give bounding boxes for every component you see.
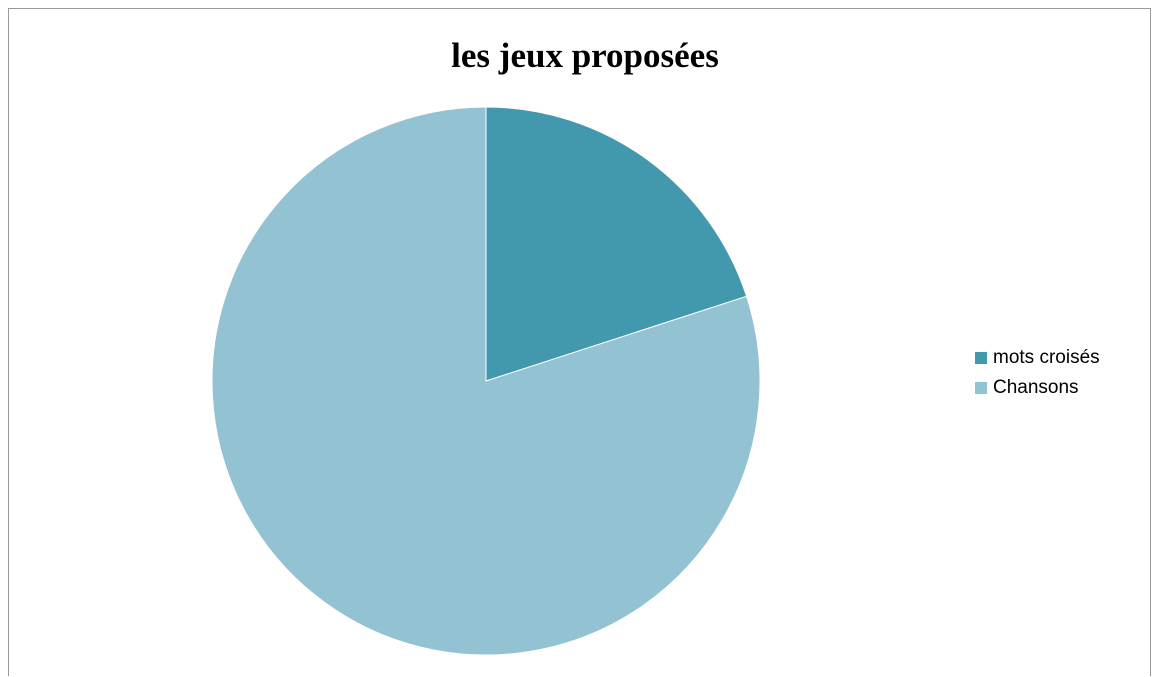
pie-slice-mots-croises — [485, 106, 748, 382]
legend: mots croisés Chansons — [975, 344, 1100, 404]
chart-title: les jeux proposées — [451, 36, 719, 75]
legend-item-mots-croises: mots croisés — [975, 344, 1100, 372]
legend-label-chansons: Chansons — [993, 377, 1079, 398]
legend-swatch-chansons — [975, 382, 987, 394]
legend-item-chansons: Chansons — [975, 374, 1100, 402]
chart-frame — [8, 8, 1151, 676]
legend-swatch-mots-croises — [975, 352, 987, 364]
pie-slice-chansons — [211, 106, 761, 656]
legend-label-mots-croises: mots croisés — [993, 347, 1100, 368]
